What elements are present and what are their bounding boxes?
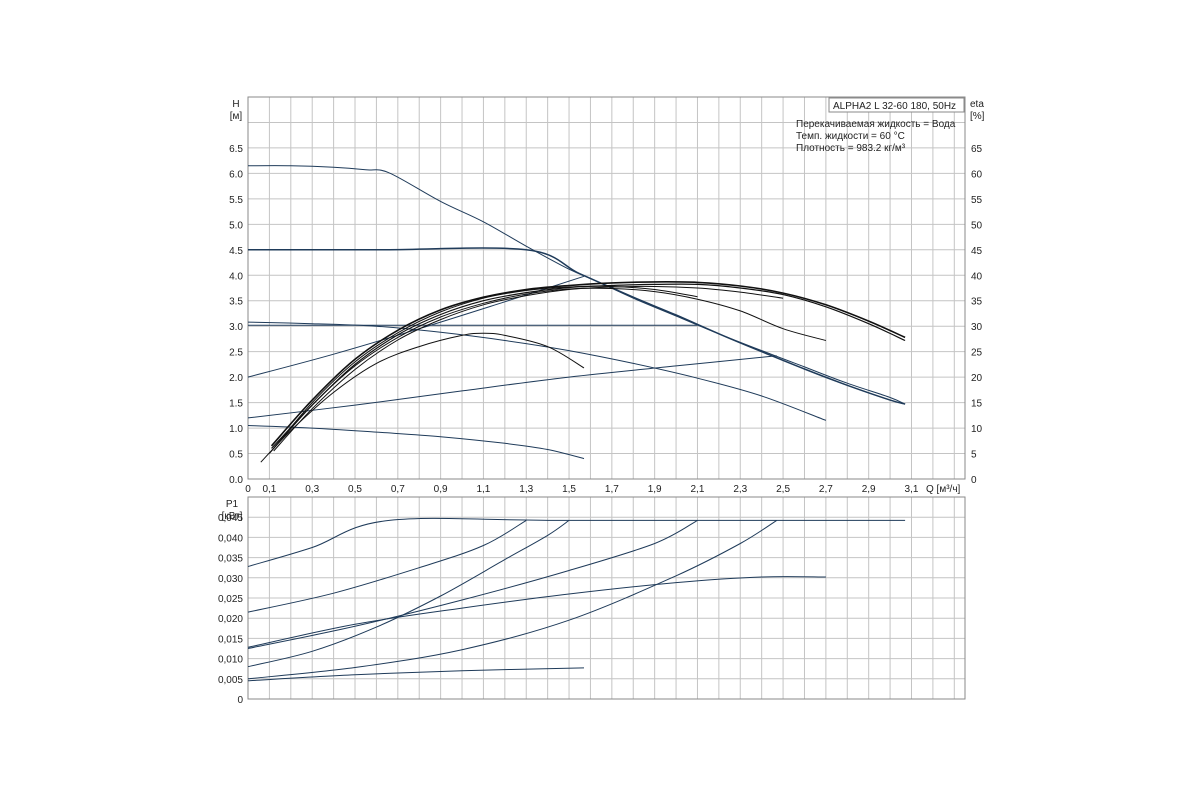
flow-tick-label: 2,3 — [733, 484, 747, 495]
power-tick-label: 0,025 — [218, 594, 243, 605]
flow-tick-label: 1,1 — [476, 484, 490, 495]
head-curve — [247, 355, 777, 419]
power-tick-label: 0 — [237, 695, 243, 706]
head-axis-label-line1: H — [232, 99, 239, 110]
power-axis-ticks: 0 0,005 0,010 0,015 0,020 0,025 0,030 0,035 0,04… — [218, 513, 243, 706]
flow-axis-label: Q [м³/ч] — [926, 484, 961, 495]
head-tick-label: 6.5 — [229, 144, 243, 155]
head-axis-label-line2: [м] — [230, 111, 243, 122]
head-curve — [273, 285, 784, 452]
head-curve — [247, 321, 827, 421]
eta-tick-label: 40 — [971, 271, 983, 282]
head-curve — [273, 285, 698, 449]
head-tick-label: 3.5 — [229, 297, 243, 308]
head-tick-label: 2.0 — [229, 373, 243, 384]
flow-axis-ticks: 0 0,1 0,3 0,5 0,7 0,9 1,1 1,3 1,5 1,7 1,9 2,1 2,3 2,5… — [245, 484, 919, 495]
flow-tick-label: 0 — [245, 484, 251, 495]
flow-tick-label: 0,3 — [305, 484, 319, 495]
head-tick-label: 3.0 — [229, 322, 243, 333]
flow-tick-label: 1,3 — [519, 484, 533, 495]
head-tick-label: 1.0 — [229, 424, 243, 435]
eta-axis-label-line2: [%] — [970, 111, 985, 122]
power-tick-label: 0,045 — [218, 513, 243, 524]
eta-tick-label: 30 — [971, 322, 983, 333]
power-chart-series — [247, 517, 906, 682]
head-tick-label: 6.0 — [229, 169, 243, 180]
power-tick-label: 0,035 — [218, 554, 243, 565]
power-curve — [247, 519, 698, 649]
eta-tick-label: 5 — [971, 450, 977, 461]
head-tick-label: 4.0 — [229, 271, 243, 282]
head-tick-label: 2.5 — [229, 348, 243, 359]
power-axis-label-line1: P1 — [226, 499, 239, 510]
power-tick-label: 0,015 — [218, 634, 243, 645]
power-tick-label: 0,010 — [218, 655, 243, 666]
eta-tick-label: 25 — [971, 348, 983, 359]
head-chart-series — [247, 165, 906, 463]
legend-box: ALPHA2 L 32-60 180, 50Hz Перекачиваемая … — [796, 97, 965, 154]
flow-tick-label: 2,9 — [862, 484, 876, 495]
eta-tick-label: 35 — [971, 297, 983, 308]
head-curve — [247, 425, 585, 460]
flow-tick-label: 2,1 — [691, 484, 705, 495]
flow-tick-label: 1,5 — [562, 484, 576, 495]
power-curve — [247, 519, 527, 613]
eta-axis-label-line1: eta — [970, 99, 984, 110]
flow-tick-label: 0,1 — [262, 484, 276, 495]
head-tick-label: 0.5 — [229, 450, 243, 461]
eta-tick-label: 50 — [971, 220, 983, 231]
eta-tick-label: 45 — [971, 246, 983, 257]
head-tick-label: 5.0 — [229, 220, 243, 231]
power-curve — [247, 667, 585, 682]
head-chart-frame — [247, 96, 966, 480]
legend-title-box — [828, 97, 965, 113]
head-chart-grid — [248, 97, 965, 479]
head-curve — [260, 332, 585, 463]
legend-title: ALPHA2 L 32-60 180, 50Hz — [833, 101, 956, 112]
eta-tick-label: 55 — [971, 195, 983, 206]
legend-line-fluid: Перекачиваемая жидкость = Вода — [796, 119, 956, 130]
flow-tick-label: 1,7 — [605, 484, 619, 495]
head-tick-label: 0.0 — [229, 475, 243, 486]
eta-tick-label: 15 — [971, 399, 983, 410]
flow-tick-label: 0,7 — [391, 484, 405, 495]
head-tick-label: 4.5 — [229, 246, 243, 257]
head-curve — [269, 287, 827, 454]
power-chart-frame — [247, 496, 966, 700]
power-tick-label: 0,030 — [218, 574, 243, 585]
head-tick-label: 5.5 — [229, 195, 243, 206]
legend-line-density: Плотность = 983.2 кг/м³ — [796, 143, 906, 154]
flow-tick-label: 1,9 — [648, 484, 662, 495]
power-curve — [247, 517, 906, 567]
flow-tick-label: 0,5 — [348, 484, 362, 495]
eta-axis-ticks: 0 5 10 15 20 25 30 35 40 45 50 55 60 65 — [971, 144, 983, 486]
power-curve — [247, 519, 570, 668]
eta-tick-label: 0 — [971, 475, 977, 486]
head-tick-label: 1.5 — [229, 399, 243, 410]
head-axis-ticks: 0.0 0.5 1.0 1.5 2.0 2.5 3.0 3.5 4.0 4.5 5.0 5.5 6.0 6… — [229, 144, 243, 486]
power-axis-label-line2: [кВт] — [222, 511, 243, 522]
power-tick-label: 0,020 — [218, 614, 243, 625]
power-curve — [247, 576, 826, 648]
eta-tick-label: 60 — [971, 169, 983, 180]
head-curve — [248, 247, 906, 405]
eta-tick-label: 20 — [971, 373, 983, 384]
power-tick-label: 0,040 — [218, 533, 243, 544]
head-curve — [270, 281, 906, 447]
head-curve — [271, 283, 906, 449]
power-curve — [247, 519, 777, 680]
flow-tick-label: 0,9 — [434, 484, 448, 495]
power-tick-label: 0,005 — [218, 675, 243, 686]
eta-tick-label: 65 — [971, 144, 983, 155]
flow-tick-label: 3,1 — [905, 484, 919, 495]
legend-line-temperature: Темп. жидкости = 60 °C — [796, 131, 905, 142]
flow-tick-label: 2,7 — [819, 484, 833, 495]
eta-tick-label: 10 — [971, 424, 983, 435]
flow-tick-label: 2,5 — [776, 484, 790, 495]
